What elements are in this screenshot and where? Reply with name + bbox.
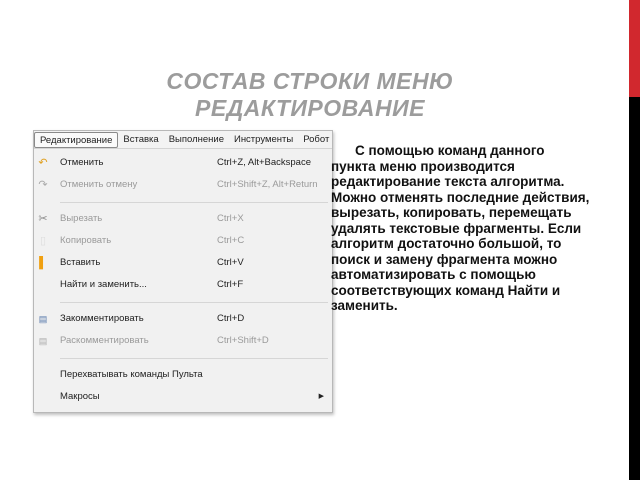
menu-item-cut[interactable]: ✂ Вырезать Ctrl+X bbox=[34, 208, 332, 230]
item-label: Раскомментировать bbox=[60, 335, 149, 346]
menu-tools[interactable]: Инструменты bbox=[233, 133, 294, 145]
menu-run[interactable]: Выполнение bbox=[168, 133, 224, 145]
submenu-arrow-icon: ▶ bbox=[318, 393, 324, 400]
item-label: Перехватывать команды Пульта bbox=[60, 369, 203, 380]
item-label: Отменить отмену bbox=[60, 179, 138, 190]
item-shortcut: Ctrl+Shift+D bbox=[217, 335, 269, 346]
redo-icon: ↷ bbox=[38, 179, 48, 191]
separator bbox=[60, 358, 328, 359]
menu-insert[interactable]: Вставка bbox=[123, 133, 159, 145]
menu-item-comment[interactable]: ▤ Закомментировать Ctrl+D bbox=[34, 308, 332, 330]
menu-screenshot: Редактирование Вставка Выполнение Инстру… bbox=[33, 130, 333, 413]
menu-item-intercept-console[interactable]: Перехватывать команды Пульта bbox=[34, 364, 332, 386]
item-label: Отменить bbox=[60, 157, 104, 168]
item-shortcut: Ctrl+F bbox=[217, 279, 244, 290]
item-label: Закомментировать bbox=[60, 313, 144, 324]
item-shortcut: Ctrl+Shift+Z, Alt+Return bbox=[217, 179, 318, 190]
menu-item-uncomment[interactable]: ▤ Раскомментировать Ctrl+Shift+D bbox=[34, 330, 332, 352]
separator bbox=[60, 202, 328, 203]
menubar: Редактирование Вставка Выполнение Инстру… bbox=[34, 131, 332, 149]
item-label: Копировать bbox=[60, 235, 112, 246]
item-shortcut: Ctrl+Z, Alt+Backspace bbox=[217, 157, 311, 168]
menu-item-copy[interactable]: ▯ Копировать Ctrl+C bbox=[34, 230, 332, 252]
accent-bar-black bbox=[629, 97, 640, 480]
comment-icon: ▤ bbox=[38, 314, 48, 324]
copy-icon: ▯ bbox=[39, 235, 47, 247]
scissors-icon: ✂ bbox=[38, 213, 48, 225]
uncomment-icon: ▤ bbox=[38, 336, 48, 346]
menu-item-find-replace[interactable]: Найти и заменить... Ctrl+F bbox=[34, 274, 332, 296]
menu-item-macros[interactable]: Макросы ▶ bbox=[34, 386, 332, 408]
item-label: Вырезать bbox=[60, 213, 103, 224]
item-shortcut: Ctrl+X bbox=[217, 213, 244, 224]
body-paragraph: С помощью команд данного пункта меню про… bbox=[331, 143, 590, 313]
item-label: Вставить bbox=[60, 257, 101, 268]
undo-icon: ↶ bbox=[38, 157, 48, 169]
item-shortcut: Ctrl+D bbox=[217, 313, 245, 324]
item-shortcut: Ctrl+C bbox=[217, 235, 245, 246]
body-text: С помощью команд данного пункта меню про… bbox=[331, 143, 591, 314]
menu-item-redo[interactable]: ↷ Отменить отмену Ctrl+Shift+Z, Alt+Return bbox=[34, 174, 332, 196]
item-shortcut: Ctrl+V bbox=[217, 257, 244, 268]
menu-item-paste[interactable]: ▌ Вставить Ctrl+V bbox=[34, 252, 332, 274]
menu-edit[interactable]: Редактирование bbox=[34, 131, 119, 148]
slide-title: СОСТАВ СТРОКИ МЕНЮ РЕДАКТИРОВАНИЕ bbox=[166, 68, 454, 121]
menu-robot[interactable]: Робот bbox=[303, 133, 330, 145]
accent-bar-red bbox=[629, 0, 640, 97]
item-label: Макросы bbox=[60, 391, 100, 402]
separator bbox=[60, 302, 328, 303]
menu-item-undo[interactable]: ↶ Отменить Ctrl+Z, Alt+Backspace bbox=[34, 152, 332, 174]
paste-icon: ▌ bbox=[39, 257, 47, 269]
item-label: Найти и заменить... bbox=[60, 279, 147, 290]
